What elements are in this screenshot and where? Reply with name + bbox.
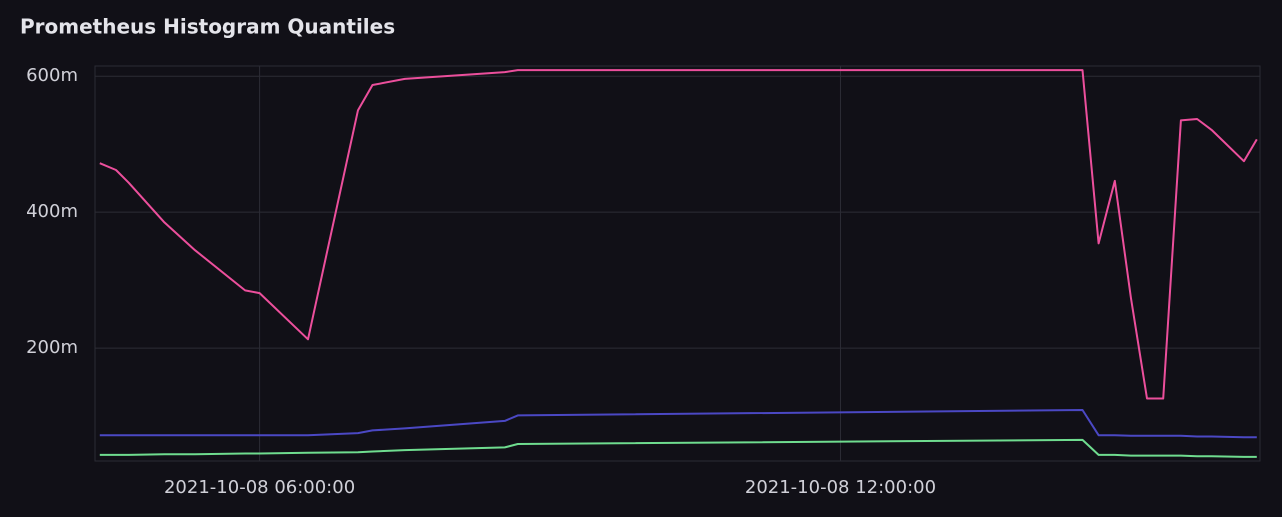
x-tick-label: 2021-10-08 12:00:00 <box>745 477 936 498</box>
y-tick-label: 600m <box>26 65 78 86</box>
y-tick-label: 400m <box>26 201 78 222</box>
series-line <box>99 69 1258 400</box>
plot-frame <box>94 65 1261 462</box>
x-tick-label: 2021-10-08 06:00:00 <box>164 477 355 498</box>
chart-title: Prometheus Histogram Quantiles <box>20 15 395 39</box>
series-line <box>99 409 1257 439</box>
y-tick-label: 200m <box>26 337 78 358</box>
series-line <box>99 438 1257 458</box>
